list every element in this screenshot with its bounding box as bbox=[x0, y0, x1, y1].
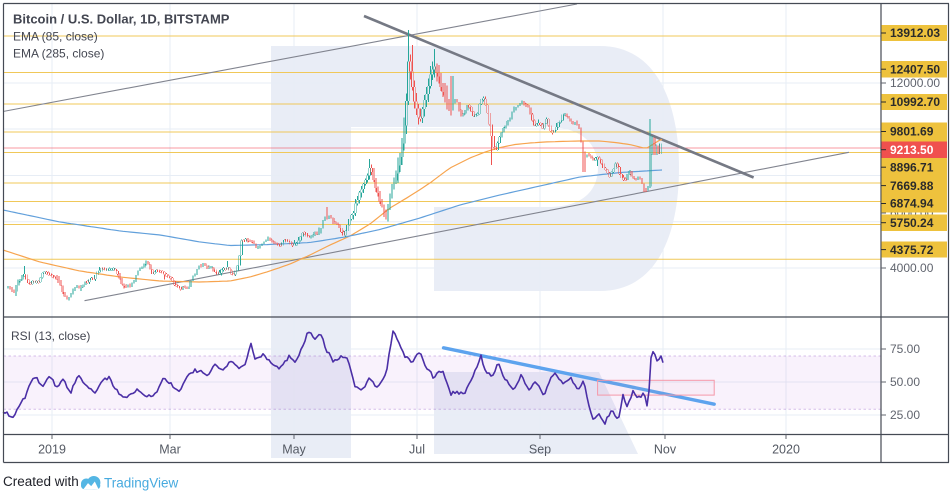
svg-text:Nov: Nov bbox=[654, 443, 677, 457]
svg-text:2019: 2019 bbox=[38, 443, 66, 457]
svg-text:EMA (285, close): EMA (285, close) bbox=[13, 47, 104, 61]
svg-text:2020: 2020 bbox=[772, 443, 800, 457]
svg-text:RSI (13, close): RSI (13, close) bbox=[11, 329, 90, 343]
svg-text:5750.24: 5750.24 bbox=[890, 216, 934, 230]
svg-text:10992.70: 10992.70 bbox=[890, 95, 940, 109]
svg-text:50.00: 50.00 bbox=[890, 375, 920, 389]
svg-text:EMA (85, close): EMA (85, close) bbox=[13, 30, 98, 44]
svg-text:12000.00: 12000.00 bbox=[890, 76, 940, 90]
svg-text:12407.50: 12407.50 bbox=[890, 62, 940, 76]
svg-text:6874.94: 6874.94 bbox=[890, 197, 934, 211]
svg-text:8896.71: 8896.71 bbox=[890, 160, 934, 174]
svg-text:Created with: Created with bbox=[3, 474, 79, 489]
svg-text:Mar: Mar bbox=[159, 443, 181, 457]
svg-text:May: May bbox=[282, 443, 306, 457]
svg-text:Bitcoin / U.S. Dollar, 1D, BIT: Bitcoin / U.S. Dollar, 1D, BITSTAMP bbox=[13, 12, 230, 27]
svg-text:4000.00: 4000.00 bbox=[890, 261, 934, 275]
svg-text:9213.50: 9213.50 bbox=[890, 143, 934, 157]
svg-text:4375.72: 4375.72 bbox=[890, 243, 934, 257]
svg-text:75.00: 75.00 bbox=[890, 342, 920, 356]
svg-text:TradingView: TradingView bbox=[104, 476, 179, 491]
svg-text:Sep: Sep bbox=[529, 443, 551, 457]
svg-text:25.00: 25.00 bbox=[890, 408, 920, 422]
svg-text:9801.69: 9801.69 bbox=[890, 125, 934, 139]
svg-text:Jul: Jul bbox=[409, 443, 425, 457]
svg-text:13912.03: 13912.03 bbox=[890, 26, 940, 40]
svg-text:7669.88: 7669.88 bbox=[890, 179, 934, 193]
